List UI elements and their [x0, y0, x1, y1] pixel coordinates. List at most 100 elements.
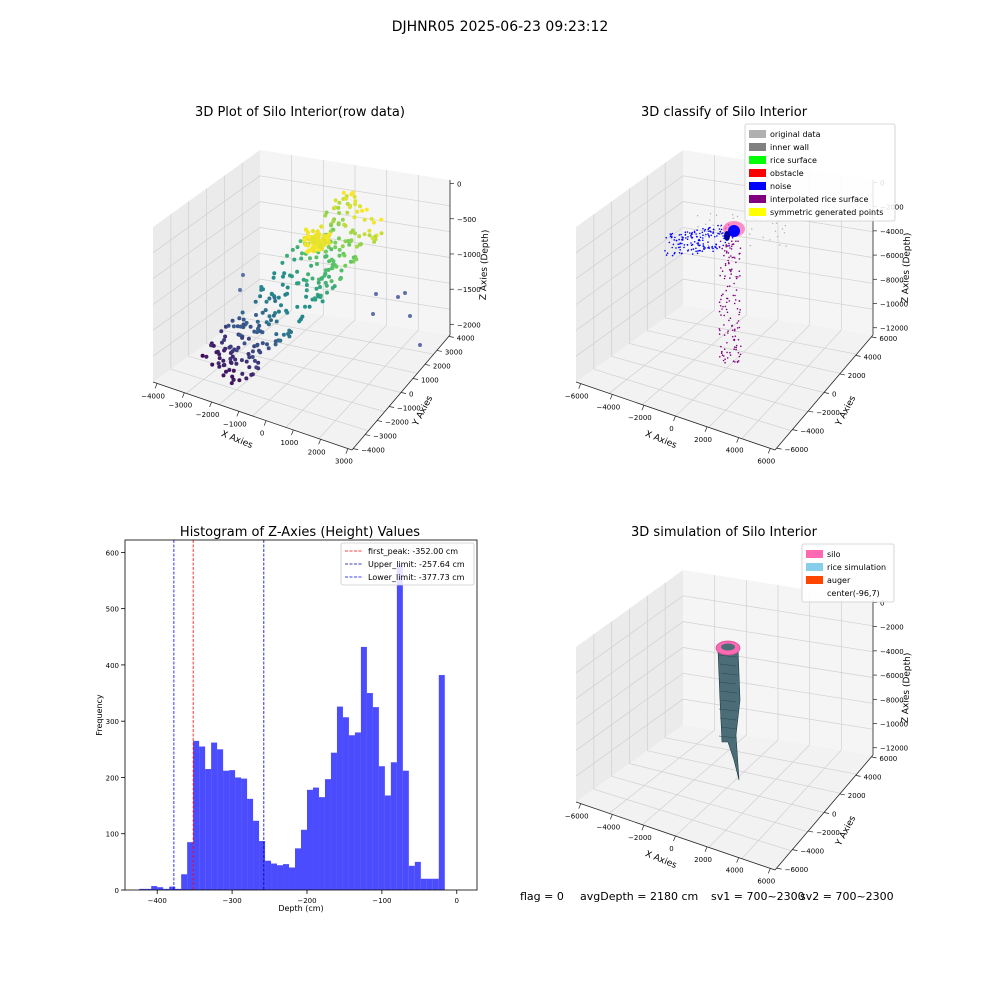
- y-tick-label: −2000: [385, 419, 409, 427]
- histogram-bar: [151, 886, 158, 890]
- interpolated-point: [739, 309, 741, 311]
- panel4-axes: −6000 −4000 −2000 0 2000 4000 6000 −6000 −4000 −2…: [565, 570, 908, 885]
- panel1-xlabel: X Axies: [219, 429, 254, 451]
- data-point: [254, 365, 259, 370]
- footer-sv2: sv2 = 700~2300: [800, 890, 894, 903]
- noise-point: [679, 246, 681, 248]
- data-point: [204, 354, 209, 359]
- noise-point: [671, 246, 673, 249]
- data-point: [230, 318, 235, 323]
- x-tick-label: −2000: [628, 834, 652, 842]
- interpolated-point: [738, 300, 741, 302]
- noise-point: [712, 228, 715, 231]
- x-tick: [578, 383, 582, 389]
- interpolated-point: [721, 270, 724, 273]
- data-point: [323, 254, 328, 259]
- x-axis-line: [152, 381, 353, 451]
- interpolated-point: [734, 335, 737, 338]
- noise-point: [666, 252, 669, 254]
- original-point: [775, 222, 778, 224]
- noise-point: [702, 245, 704, 247]
- data-point: [329, 247, 334, 252]
- data-point: [278, 338, 283, 343]
- data-point: [369, 217, 374, 221]
- data-point: [357, 234, 362, 239]
- interpolated-point: [739, 353, 742, 356]
- data-point: [334, 264, 339, 269]
- surface-mesh-line: [719, 663, 737, 667]
- interpolated-point: [720, 314, 722, 316]
- interpolated-point: [739, 275, 741, 277]
- x-tick-label: 0: [260, 430, 264, 438]
- noise-point: [696, 242, 698, 245]
- noise-point: [681, 242, 683, 245]
- histogram-x-ticks: −400 −300 −200 −100 0: [148, 890, 459, 905]
- x-tick: [736, 857, 739, 863]
- x-tick: [610, 394, 613, 400]
- z-tick-label: −500: [457, 216, 476, 224]
- grid-line: [152, 201, 451, 279]
- original-point: [785, 245, 787, 247]
- histogram-bar: [193, 740, 200, 890]
- histogram-bar: [414, 861, 421, 890]
- x-tick-label: −6000: [565, 813, 589, 821]
- original-point: [697, 226, 699, 228]
- data-point: [353, 199, 358, 204]
- data-point: [333, 240, 338, 245]
- data-point: [317, 277, 321, 282]
- noise-point: [707, 227, 710, 230]
- data-point: [418, 343, 422, 347]
- interpolated-point: [730, 255, 732, 257]
- data-point: [298, 239, 303, 244]
- legend-swatch: [749, 143, 766, 151]
- interpolated-point: [720, 267, 722, 269]
- noise-point: [717, 224, 719, 227]
- data-point: [347, 242, 352, 247]
- noise-point: [673, 239, 675, 241]
- noise-point: [691, 253, 694, 255]
- y-tick-label: −2000: [816, 409, 840, 417]
- data-point: [226, 323, 231, 328]
- data-point: [292, 257, 297, 262]
- data-point: [233, 357, 238, 362]
- data-point: [281, 274, 285, 279]
- data-point: [288, 273, 292, 278]
- x-tick: [767, 868, 771, 874]
- x-tick-label: 6000: [757, 457, 775, 465]
- z-tick-label: −1500: [457, 286, 481, 294]
- interpolated-point: [735, 277, 738, 280]
- noise-point: [695, 247, 697, 250]
- histogram-bar: [265, 860, 272, 890]
- data-point: [371, 312, 375, 316]
- interpolated-point: [723, 324, 725, 326]
- panel-simulation: 3D simulation of Silo Interior −6000 −400…: [565, 525, 913, 885]
- noise-point: [696, 236, 698, 238]
- data-point: [367, 233, 372, 238]
- original-point: [704, 235, 706, 237]
- original-point: [774, 230, 777, 232]
- data-point: [211, 343, 216, 348]
- data-point: [281, 332, 286, 337]
- data-point: [338, 277, 343, 281]
- y-tick: [792, 849, 798, 851]
- y-tick: [365, 434, 371, 436]
- x-tick: [736, 437, 739, 443]
- interpolated-point: [724, 305, 727, 308]
- interpolated-point: [718, 246, 721, 249]
- noise-point: [712, 247, 714, 250]
- noise-point: [695, 233, 697, 235]
- y-tick: [776, 447, 782, 450]
- data-point: [255, 342, 260, 347]
- data-point: [257, 323, 262, 328]
- interpolated-point: [740, 345, 742, 348]
- data-point: [269, 291, 274, 296]
- data-point: [276, 309, 281, 314]
- interpolated-point: [738, 311, 741, 314]
- data-point: [323, 271, 328, 276]
- noise-point: [691, 231, 693, 234]
- data-point: [396, 295, 400, 299]
- interpolated-point: [719, 356, 721, 358]
- data-point: [244, 320, 249, 325]
- interpolated-point: [728, 256, 730, 259]
- data-point: [330, 262, 335, 267]
